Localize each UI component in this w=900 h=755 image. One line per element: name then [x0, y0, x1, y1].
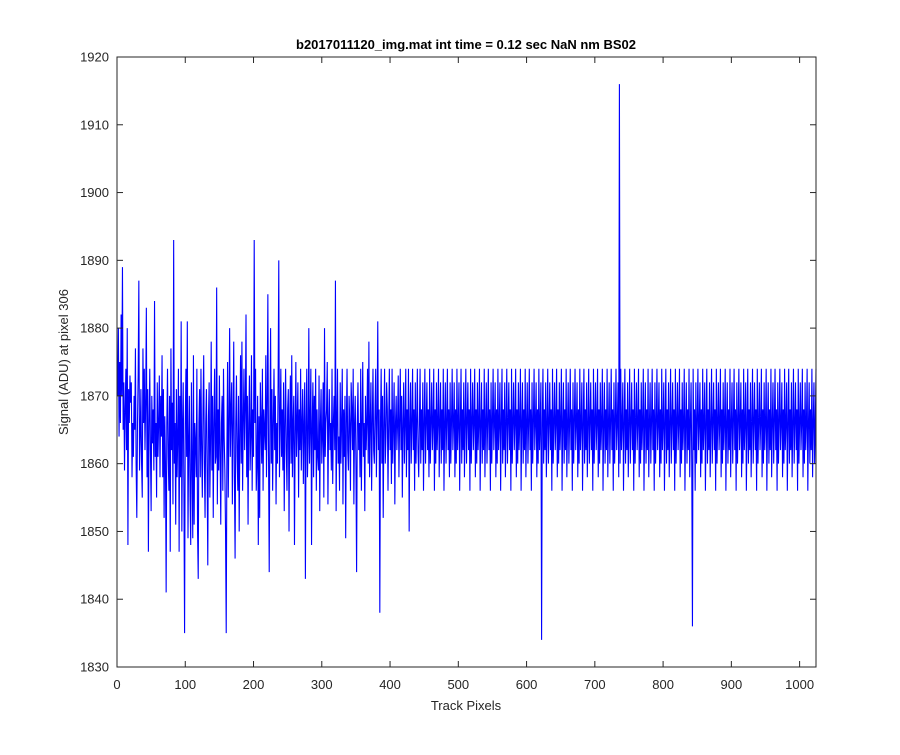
x-tick-label: 800: [652, 677, 674, 692]
y-tick-label: 1900: [80, 185, 109, 200]
y-tick-label: 1840: [80, 592, 109, 607]
series-line-0: [117, 84, 817, 640]
x-tick-label: 900: [721, 677, 743, 692]
x-axis-ticks: 0 100 200 300 400 500 600 700 800 900 1000: [113, 57, 814, 692]
y-tick-label: 1860: [80, 456, 109, 471]
y-tick-label: 1920: [80, 50, 109, 65]
y-tick-label: 1870: [80, 388, 109, 403]
y-axis-label: Signal (ADU) at pixel 306: [56, 289, 71, 435]
y-axis-ticks: 1830 1840 1850 1860 1870 1880 1890 1900 1910 1920: [80, 50, 816, 675]
y-tick-label: 1880: [80, 321, 109, 336]
x-tick-label: 100: [174, 677, 196, 692]
x-tick-label: 400: [379, 677, 401, 692]
y-tick-label: 1890: [80, 253, 109, 268]
axes-box: [116, 56, 817, 668]
plot-area: [117, 57, 816, 667]
y-tick-label: 1910: [80, 117, 109, 132]
x-tick-label: 500: [447, 677, 469, 692]
x-tick-label: 200: [243, 677, 265, 692]
chart-title: b2017011120_img.mat int time = 0.12 sec …: [296, 37, 636, 52]
x-tick-label: 300: [311, 677, 333, 692]
y-tick-label: 1830: [80, 660, 109, 675]
x-axis-label: Track Pixels: [431, 698, 502, 713]
y-tick-label: 1850: [80, 524, 109, 539]
x-tick-label: 600: [516, 677, 538, 692]
x-tick-label: 700: [584, 677, 606, 692]
series-layer: [117, 84, 817, 640]
x-tick-label: 0: [113, 677, 120, 692]
x-tick-label: 1000: [785, 677, 814, 692]
